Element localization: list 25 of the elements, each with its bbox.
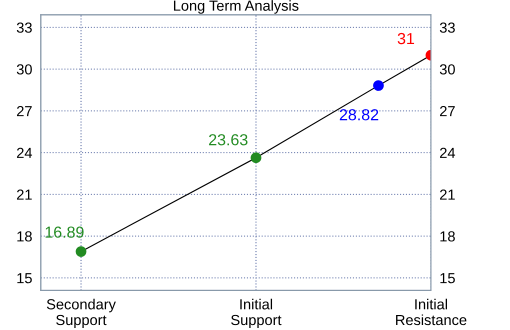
- x-tick-label: Initial Support: [231, 298, 282, 328]
- data-label: 16.89: [46, 226, 84, 238]
- x-tick-label: Secondary Support: [46, 298, 116, 328]
- y-tick-label: 24: [16, 148, 32, 158]
- data-label: 31: [398, 32, 414, 44]
- y-tick-label: 18: [17, 231, 32, 242]
- y2-tick-label: 33: [440, 22, 455, 33]
- x-tick-label: Initial Resistance: [396, 298, 466, 326]
- y2-tick-label: 24: [440, 148, 456, 158]
- y-tick-label: 27: [16, 106, 32, 116]
- y-tick-label: 21: [16, 189, 32, 200]
- y2-tick-label: 21: [440, 189, 455, 200]
- y2-tick-label: 30: [440, 64, 455, 75]
- y2-tick-label: 15: [440, 273, 455, 284]
- point: [76, 246, 86, 257]
- y-tick-label: 30: [16, 64, 32, 75]
- y-tick-label: 15: [17, 273, 32, 284]
- point: [373, 80, 384, 91]
- y2-tick-label: 27: [440, 106, 455, 116]
- y2-tick-label: 18: [440, 231, 455, 242]
- data-label: 23.63: [209, 134, 248, 146]
- data-label: 28.82: [340, 109, 378, 120]
- point: [250, 152, 262, 164]
- chart-title: Long Term Analysis: [174, 0, 298, 14]
- y-tick-label: 33: [16, 22, 32, 33]
